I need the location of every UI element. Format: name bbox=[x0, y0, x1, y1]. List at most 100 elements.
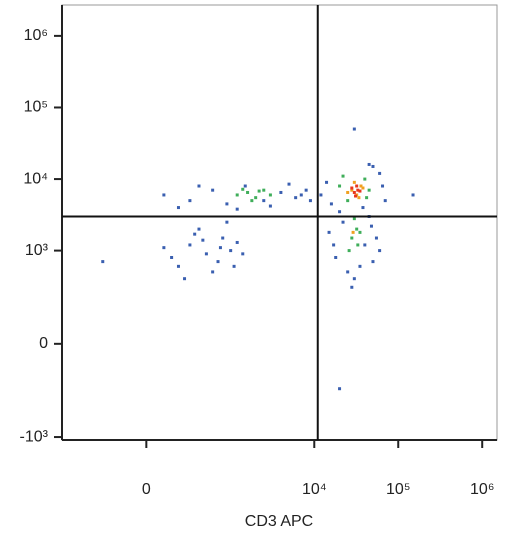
event-point bbox=[355, 184, 359, 188]
event-point bbox=[262, 199, 266, 203]
event-point bbox=[232, 264, 236, 268]
x-axis-label: CD3 APC bbox=[245, 513, 313, 530]
event-point bbox=[197, 227, 201, 231]
event-point bbox=[225, 220, 229, 224]
event-point bbox=[371, 260, 375, 264]
plot-frame bbox=[61, 4, 498, 441]
event-point bbox=[332, 243, 336, 247]
event-point bbox=[358, 189, 362, 193]
event-point bbox=[327, 230, 331, 234]
event-point bbox=[365, 196, 369, 200]
event-point bbox=[356, 188, 360, 192]
event-point bbox=[383, 199, 387, 203]
event-point bbox=[381, 184, 385, 188]
event-point bbox=[183, 277, 187, 281]
event-point bbox=[235, 207, 239, 211]
event-point bbox=[235, 193, 239, 197]
event-point bbox=[308, 199, 312, 203]
event-point bbox=[188, 243, 192, 247]
event-point bbox=[329, 202, 333, 206]
event-point bbox=[346, 190, 350, 194]
event-point bbox=[361, 206, 365, 210]
event-point bbox=[341, 220, 345, 224]
event-point bbox=[279, 190, 283, 194]
event-point bbox=[338, 184, 342, 188]
event-point bbox=[354, 194, 358, 198]
event-point bbox=[197, 184, 201, 188]
event-point bbox=[355, 227, 359, 231]
event-point bbox=[338, 210, 342, 214]
event-point bbox=[176, 206, 180, 210]
event-point bbox=[211, 270, 215, 274]
event-point bbox=[162, 193, 166, 197]
event-point bbox=[359, 184, 363, 188]
event-point bbox=[193, 232, 197, 236]
event-point bbox=[334, 255, 338, 259]
event-point bbox=[218, 246, 222, 250]
event-point bbox=[254, 196, 258, 200]
event-point bbox=[346, 270, 350, 274]
y-tick-label: 10³ bbox=[25, 242, 49, 259]
event-point bbox=[304, 188, 308, 192]
event-point bbox=[367, 188, 371, 192]
event-point bbox=[411, 193, 415, 197]
event-point bbox=[374, 236, 378, 240]
event-point bbox=[352, 277, 356, 281]
event-point bbox=[352, 180, 356, 184]
event-point bbox=[176, 264, 180, 268]
event-point bbox=[221, 236, 225, 240]
event-point bbox=[367, 162, 371, 166]
y-tick-label: 0 bbox=[39, 335, 48, 352]
y-tick-label: 10⁵ bbox=[24, 99, 48, 116]
event-point bbox=[250, 199, 254, 203]
event-point bbox=[241, 187, 245, 191]
event-point bbox=[225, 202, 229, 206]
event-point bbox=[378, 249, 382, 253]
event-point bbox=[162, 246, 166, 250]
event-point bbox=[287, 182, 291, 186]
event-point bbox=[229, 249, 233, 253]
event-point bbox=[268, 193, 272, 197]
x-tick-label: 10⁵ bbox=[386, 481, 410, 498]
event-point bbox=[351, 230, 355, 234]
event-point bbox=[371, 164, 375, 168]
event-point bbox=[246, 190, 250, 194]
event-point bbox=[241, 252, 245, 256]
event-point bbox=[235, 240, 239, 244]
x-tick-label: 10⁴ bbox=[302, 481, 327, 498]
event-point bbox=[347, 249, 351, 253]
event-point bbox=[299, 193, 303, 197]
y-tick-label: 10⁶ bbox=[24, 27, 48, 44]
event-point bbox=[363, 177, 367, 181]
event-point bbox=[352, 127, 356, 131]
y-tick-label: -10³ bbox=[20, 428, 49, 445]
event-point bbox=[341, 174, 345, 178]
x-tick-label: 0 bbox=[142, 481, 151, 498]
event-point bbox=[350, 188, 354, 192]
event-point bbox=[319, 193, 323, 197]
event-point bbox=[257, 189, 261, 193]
event-point bbox=[243, 184, 247, 188]
event-point bbox=[358, 230, 362, 234]
event-point bbox=[378, 171, 382, 175]
event-point bbox=[204, 252, 208, 256]
event-point bbox=[361, 186, 365, 190]
event-point bbox=[262, 188, 266, 192]
event-point bbox=[170, 255, 174, 259]
event-point bbox=[352, 190, 356, 194]
event-point bbox=[101, 260, 105, 264]
event-point bbox=[201, 238, 205, 242]
event-point bbox=[211, 188, 215, 192]
event-point bbox=[216, 260, 220, 264]
event-point bbox=[325, 180, 329, 184]
event-point bbox=[369, 224, 373, 228]
event-point bbox=[350, 285, 354, 289]
event-point bbox=[268, 204, 272, 208]
event-point bbox=[352, 217, 356, 221]
event-point bbox=[294, 196, 298, 200]
event-point bbox=[350, 186, 354, 190]
event-point bbox=[356, 243, 360, 247]
event-point bbox=[346, 199, 350, 203]
event-point bbox=[338, 387, 342, 391]
